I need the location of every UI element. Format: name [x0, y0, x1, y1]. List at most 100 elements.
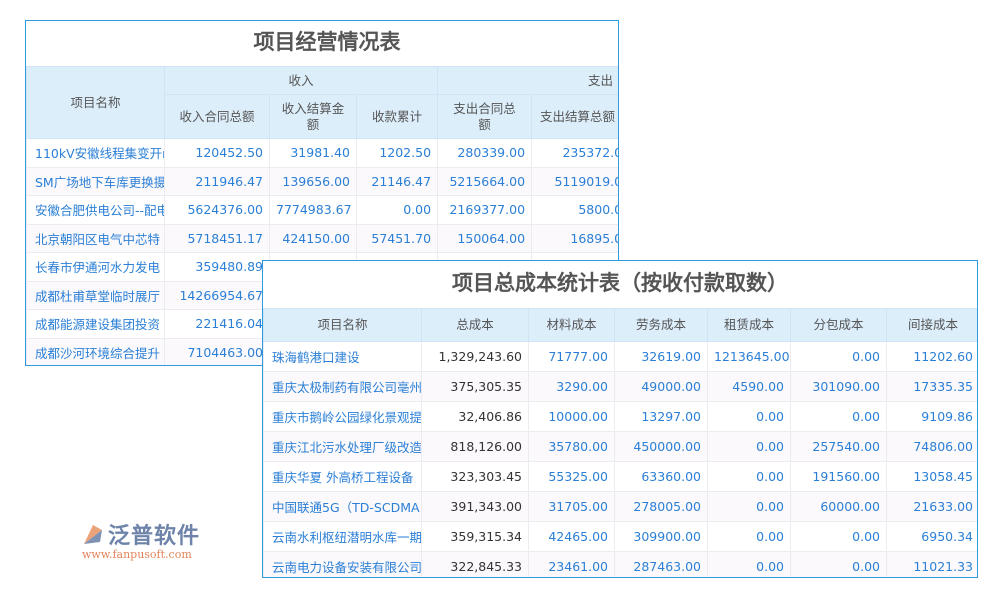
project-name-link[interactable]: 成都杜甫草堂临时展厅: [26, 280, 165, 310]
table-row[interactable]: 重庆江北污水处理厂级改造 818,126.00 35780.00 450000.00 0…: [263, 431, 977, 462]
cell-value: 49000.00: [614, 371, 708, 402]
cell-value: 235372.00: [531, 138, 618, 168]
project-name-link[interactable]: 重庆华夏 外高桥工程设备: [263, 461, 422, 492]
table-row[interactable]: 云南水利枢纽潜明水库一期 359,315.34 42465.00 309900.00 0…: [263, 521, 977, 552]
project-name-link[interactable]: 重庆市鹅岭公园绿化景观提: [263, 401, 422, 432]
project-operation-table: 项目名称 收入 支出 收入合同总额 收入结算金额 收款累计 支出合同总额 支出结…: [26, 66, 618, 365]
cell-value: 309900.00: [614, 521, 708, 552]
cell-value: 42465.00: [528, 521, 615, 552]
cell-value: 35780.00: [528, 431, 615, 462]
cell-value: 1213645.00: [707, 341, 791, 372]
project-name-link[interactable]: 云南电力设备安装有限公司: [263, 551, 422, 577]
table-row[interactable]: 安徽合肥供电公司--配电 5624376.00 7774983.67 0.00 2169…: [26, 195, 618, 225]
project-cost-table: 项目名称 总成本 材料成本 劳务成本 租赁成本 分包成本 间接成本 珠海鹤港口建设 1,329…: [263, 308, 977, 577]
cell-value: 150064.00: [437, 223, 533, 253]
cell-value: 31981.40: [269, 138, 357, 168]
cell-value: 0.00: [790, 551, 887, 577]
project-name-link[interactable]: 110kV安徽线程集变开really: [26, 138, 165, 168]
cell-value: 3290.00: [528, 371, 615, 402]
project-name-link[interactable]: 重庆江北污水处理厂级改造: [263, 431, 422, 462]
cell-value: 301090.00: [790, 371, 887, 402]
project-name-link[interactable]: 云南水利枢纽潜明水库一期: [263, 521, 422, 552]
table-row[interactable]: 110kV安徽线程集变开really120452.5031981.401202.…: [26, 138, 618, 168]
cell-value: 1202.50: [355, 138, 439, 168]
cell-value: 9109.86: [886, 401, 977, 432]
header-col: 分包成本: [790, 308, 887, 342]
cell-value: 63360.00: [614, 461, 708, 492]
header-group-income: 收入: [163, 66, 439, 95]
cell-value: 31705.00: [528, 491, 615, 522]
cell-value: 11202.60: [886, 341, 977, 372]
watermark-url: www.fanpusoft.com: [82, 548, 192, 561]
project-name-link[interactable]: 北京朝阳区电气中芯特: [26, 223, 165, 253]
cell-value: 359,315.34: [421, 521, 529, 552]
project-operation-panel: 项目经营情况表 项目名称 收入 支出 收入合同总额 收入结算金额 收款累计 支出…: [25, 20, 619, 366]
project-name-link[interactable]: 成都沙河环境综合提升: [26, 337, 165, 365]
cell-value: 280339.00: [437, 138, 533, 168]
header-project-name: 项目名称: [26, 66, 165, 139]
cell-value: 5215664.00: [437, 166, 533, 196]
table-row[interactable]: 云南电力设备安装有限公司 322,845.33 23461.00 287463.00 0…: [263, 551, 977, 577]
cell-value: 10000.00: [528, 401, 615, 432]
cell-value: 0.00: [790, 401, 887, 432]
project-name-link[interactable]: 长春市伊通河水力发电: [26, 252, 165, 282]
project-name-link[interactable]: 重庆太极制药有限公司亳州: [263, 371, 422, 402]
cell-value: 287463.00: [614, 551, 708, 577]
project-cost-panel: 项目总成本统计表（按收付款取数） 项目名称 总成本 材料成本 劳务成本 租赁成本 分包成本…: [262, 260, 978, 578]
table-row[interactable]: 重庆华夏 外高桥工程设备 323,303.45 55325.00 63360.00 0.…: [263, 461, 977, 492]
project-name-link[interactable]: 中国联通5G（TD-SCDMA: [263, 491, 422, 522]
cell-value: 21146.47: [355, 166, 439, 196]
cell-value: 57451.70: [355, 223, 439, 253]
cell-value: 0.00: [355, 195, 439, 225]
cell-value: 221416.04: [164, 309, 270, 339]
table-row[interactable]: 北京朝阳区电气中芯特 5718451.17 424150.00 57451.70 150…: [26, 223, 618, 253]
cell-value: 7774983.67: [269, 195, 357, 225]
header-col: 支出结算总额: [531, 94, 618, 139]
header-col: 收款累计: [355, 94, 439, 139]
header-col: 支出合同总额: [437, 94, 533, 139]
cell-value: 7104463.00: [164, 337, 270, 365]
cell-value: 6950.34: [886, 521, 977, 552]
cell-value: 0.00: [790, 521, 887, 552]
cell-value: 0.00: [707, 491, 791, 522]
cell-value: 21633.00: [886, 491, 977, 522]
panel-title: 项目总成本统计表（按收付款取数）: [452, 271, 788, 295]
cell-value: 55325.00: [528, 461, 615, 492]
cell-value: 60000.00: [790, 491, 887, 522]
cell-value: 16895.00: [531, 223, 618, 253]
table-row[interactable]: 中国联通5G（TD-SCDMA 391,343.00 31705.00 278005.…: [263, 491, 977, 522]
table-row[interactable]: SM广场地下车库更换摄 211946.47 139656.00 21146.47 521…: [26, 166, 618, 196]
header-col: 劳务成本: [614, 308, 708, 342]
cell-value: 323,303.45: [421, 461, 529, 492]
cell-value: 71777.00: [528, 341, 615, 372]
table-row[interactable]: 重庆太极制药有限公司亳州 375,305.35 3290.00 49000.00 459…: [263, 371, 977, 402]
cell-value: 13058.45: [886, 461, 977, 492]
project-name-link[interactable]: 安徽合肥供电公司--配电: [26, 195, 165, 225]
cell-value: 4590.00: [707, 371, 791, 402]
project-name-link[interactable]: SM广场地下车库更换摄: [26, 166, 165, 196]
cell-value: 0.00: [707, 431, 791, 462]
table-row[interactable]: 珠海鹤港口建设 1,329,243.60 71777.00 32619.00 12136…: [263, 341, 977, 372]
watermark-brand: 泛普软件: [108, 524, 201, 549]
cell-value: 5624376.00: [164, 195, 270, 225]
cell-value: 257540.00: [790, 431, 887, 462]
cell-value: 0.00: [707, 521, 791, 552]
cell-value: 322,845.33: [421, 551, 529, 577]
cell-value: 278005.00: [614, 491, 708, 522]
cell-value: 74806.00: [886, 431, 977, 462]
header-col: 收入合同总额: [164, 94, 270, 139]
cell-value: 1,329,243.60: [421, 341, 529, 372]
cell-value: 32619.00: [614, 341, 708, 372]
watermark-logo: 泛普软件 www.fanpusoft.com: [80, 520, 220, 568]
cell-value: 5718451.17: [164, 223, 270, 253]
project-name-link[interactable]: 珠海鹤港口建设: [263, 341, 422, 372]
cell-value: 14266954.67: [164, 280, 270, 310]
cell-value: 375,305.35: [421, 371, 529, 402]
panel-title: 项目经营情况表: [253, 30, 401, 54]
cell-value: 13297.00: [614, 401, 708, 432]
cell-value: 424150.00: [269, 223, 357, 253]
table-row[interactable]: 重庆市鹅岭公园绿化景观提 32,406.86 10000.00 13297.00 0.0…: [263, 401, 977, 432]
project-name-link[interactable]: 成都能源建设集团投资: [26, 309, 165, 339]
header-col: 总成本: [421, 308, 529, 342]
cell-value: 32,406.86: [421, 401, 529, 432]
